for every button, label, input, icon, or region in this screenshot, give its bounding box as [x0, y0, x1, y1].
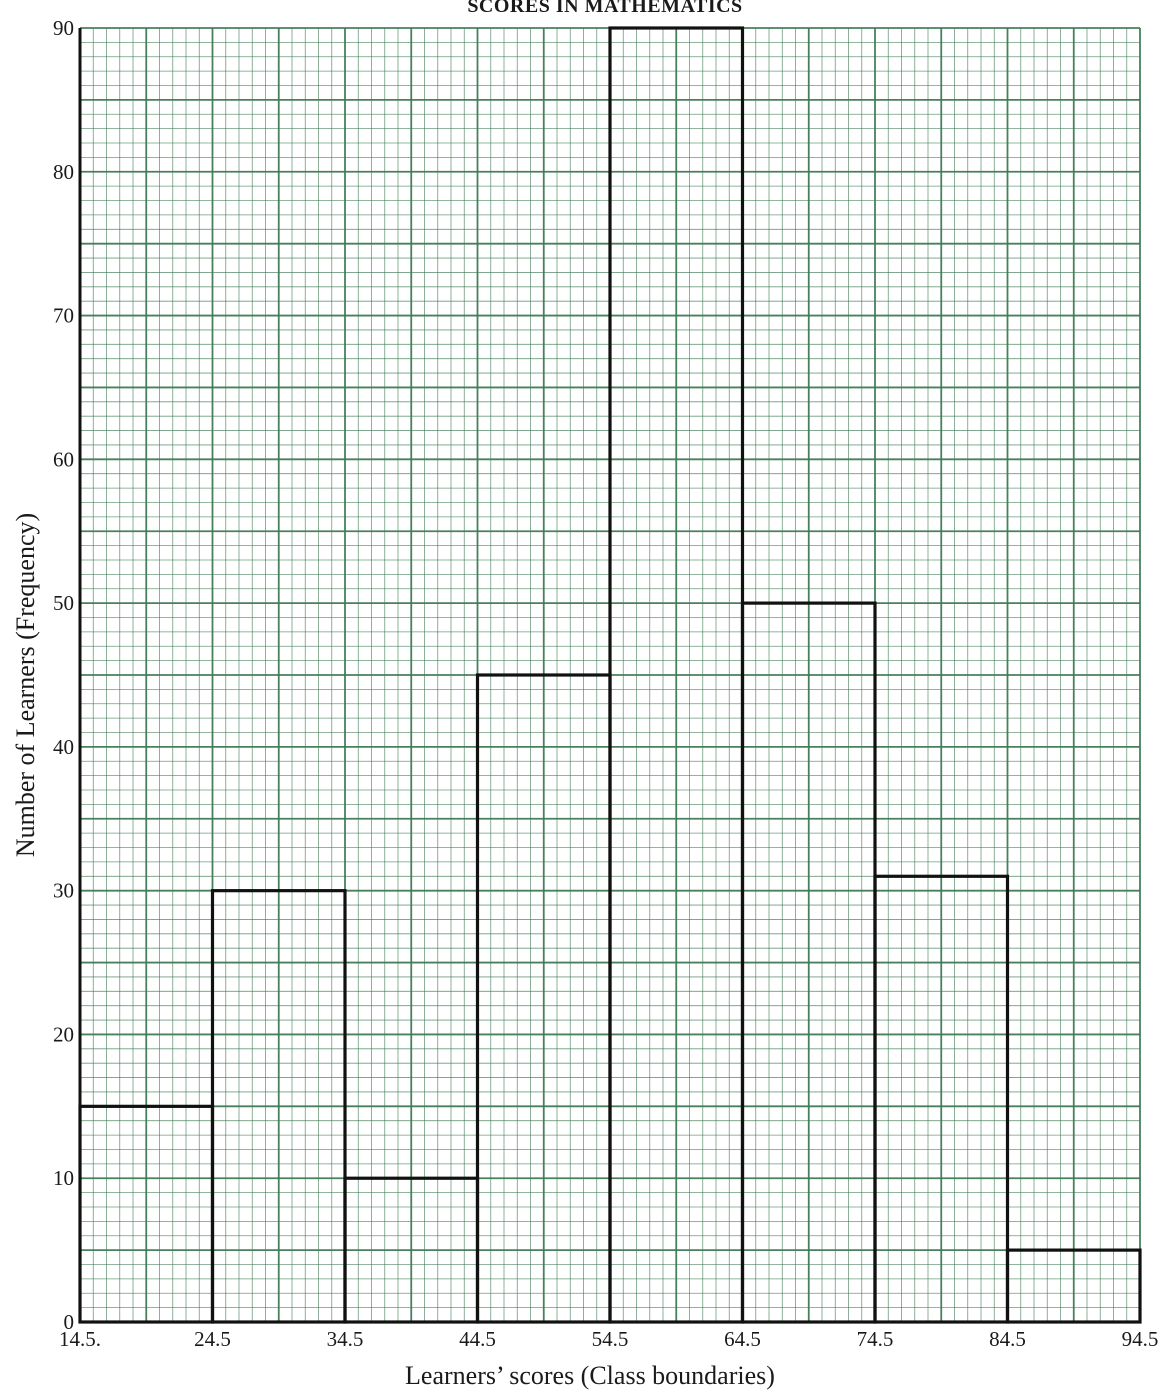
axes [78, 28, 1140, 1324]
y-tick-label: 70 [53, 304, 74, 328]
y-tick-label: 90 [53, 16, 74, 40]
y-tick-label: 0 [64, 1310, 75, 1334]
x-tick-label: 14.5. [59, 1327, 101, 1351]
x-tick-label: 94.5 [1122, 1327, 1159, 1351]
x-tick-label: 74.5 [857, 1327, 894, 1351]
y-tick-label: 60 [53, 447, 74, 471]
y-tick-label: 30 [53, 879, 74, 903]
y-tick-label: 50 [53, 591, 74, 615]
x-tick-label: 44.5 [459, 1327, 496, 1351]
y-tick-label: 10 [53, 1166, 74, 1190]
x-tick-label: 64.5 [724, 1327, 761, 1351]
x-tick-label: 84.5 [989, 1327, 1026, 1351]
y-tick-label: 80 [53, 160, 74, 184]
x-tick-label: 34.5 [327, 1327, 364, 1351]
tick-labels: 0 10 20 30 40 50 60 70 80 90 14.5. 24.5 34.5 44.5 54.5… [53, 16, 1158, 1351]
x-tick-label: 54.5 [592, 1327, 629, 1351]
x-axis-title: Learners’ scores (Class boundaries) [405, 1361, 775, 1390]
y-tick-label: 40 [53, 735, 74, 759]
y-tick-label: 20 [53, 1022, 74, 1046]
y-axis-title: Number of Learners (Frequency) [11, 513, 40, 857]
x-tick-label: 24.5 [194, 1327, 231, 1351]
chart-title: SCORES IN MATHEMATICS [467, 0, 742, 17]
